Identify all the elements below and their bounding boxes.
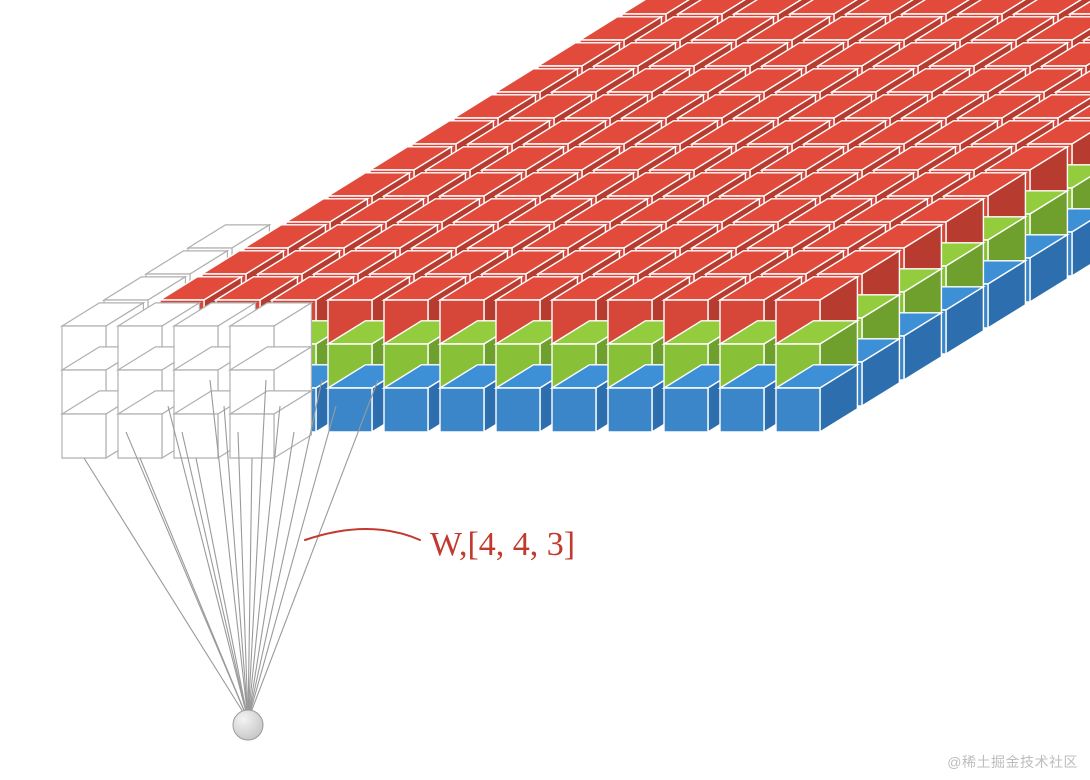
annotation-pointer-arc xyxy=(305,529,420,540)
tensor-cube-grid xyxy=(62,0,1090,458)
diagram-canvas xyxy=(0,0,1090,780)
watermark: @稀土掘金技术社区 xyxy=(947,752,1078,772)
output-neuron-node xyxy=(233,710,263,740)
filter-weights-annotation: W,[4, 4, 3] xyxy=(430,526,575,564)
